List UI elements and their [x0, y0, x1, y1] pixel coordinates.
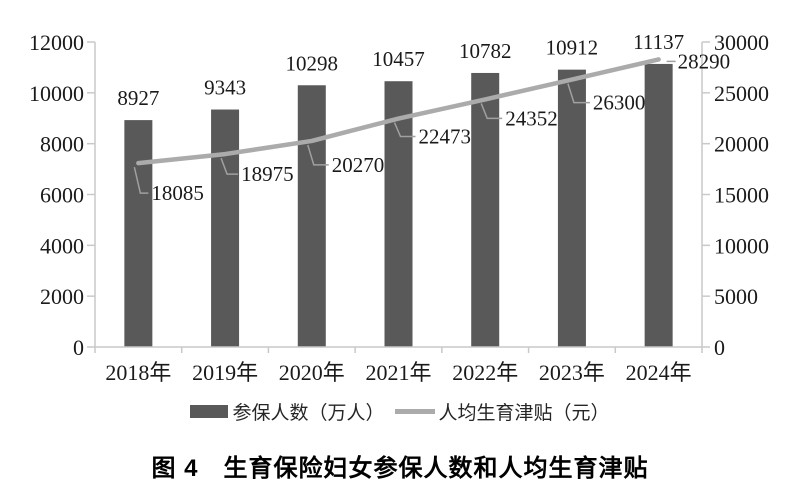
line-value-label: 24352 — [505, 106, 558, 130]
right-axis-tick-label: 25000 — [714, 81, 769, 106]
right-axis-tick-label: 15000 — [714, 183, 769, 208]
insured-bar — [124, 120, 153, 348]
line-value-label: 22473 — [419, 125, 472, 149]
x-axis-category-label: 2023年 — [539, 360, 605, 385]
x-axis-category-label: 2024年 — [626, 360, 692, 385]
x-axis-category-label: 2021年 — [365, 360, 431, 385]
left-axis-tick-label: 4000 — [40, 233, 84, 258]
insured-bar — [297, 85, 326, 348]
chart-legend: 参保人数（万人） 人均生育津贴（元） — [0, 398, 800, 424]
bar-value-label: 10912 — [546, 36, 599, 60]
right-axis-tick-label: 10000 — [714, 233, 769, 258]
leader-line — [220, 157, 239, 175]
leader-line — [480, 103, 503, 120]
bar-value-label: 11137 — [633, 30, 684, 54]
leader-line — [307, 144, 329, 166]
figure-caption: 图 4 生育保险妇女参保人数和人均生育津贴 — [151, 455, 649, 482]
left-axis-tick-label: 12000 — [29, 30, 84, 55]
bar-value-label: 10298 — [286, 51, 339, 75]
insured-bar — [557, 69, 586, 348]
legend-line-label: 人均生育津贴（元） — [438, 402, 610, 424]
leader-line — [393, 122, 416, 138]
bar-value-label: 9343 — [204, 76, 246, 100]
left-axis-tick-label: 0 — [73, 335, 84, 360]
insured-bar — [384, 81, 413, 347]
line-value-label: 26300 — [593, 91, 646, 115]
right-axis-tick-label: 5000 — [714, 284, 758, 309]
insured-bar — [644, 63, 673, 348]
bar-value-label: 10782 — [459, 39, 512, 63]
legend-line-swatch-icon — [394, 408, 435, 414]
left-axis-tick-label: 6000 — [40, 183, 84, 208]
right-axis-tick-label: 0 — [714, 335, 725, 360]
left-axis-tick-label: 8000 — [40, 132, 84, 157]
x-axis-category-label: 2022年 — [452, 360, 518, 385]
x-axis-category-label: 2018年 — [105, 360, 171, 385]
line-value-label: 20270 — [332, 153, 385, 177]
allowance-line — [136, 57, 661, 166]
right-axis-tick-label: 30000 — [714, 30, 769, 55]
legend-bar-swatch-icon — [190, 404, 229, 418]
combo-chart: 0 2000 4000 6000 8000 10000 12000 0 5000 10000 150… — [29, 30, 769, 385]
line-value-label: 18085 — [151, 181, 204, 205]
right-axis-tick-label: 20000 — [714, 132, 769, 157]
insured-bar — [211, 109, 240, 348]
x-axis-category-label: 2020年 — [279, 360, 345, 385]
leader-line — [567, 83, 590, 104]
line-value-label: 28290 — [678, 49, 731, 73]
left-axis-tick-label: 2000 — [40, 284, 84, 309]
left-axis-tick-label: 10000 — [29, 81, 84, 106]
bar-value-label: 8927 — [117, 86, 159, 110]
line-value-label: 18975 — [241, 162, 293, 186]
leader-line — [133, 166, 149, 194]
legend-bar-label: 参保人数（万人） — [232, 402, 385, 424]
bar-value-label: 10457 — [372, 47, 425, 71]
x-axis-category-label: 2019年 — [192, 360, 258, 385]
